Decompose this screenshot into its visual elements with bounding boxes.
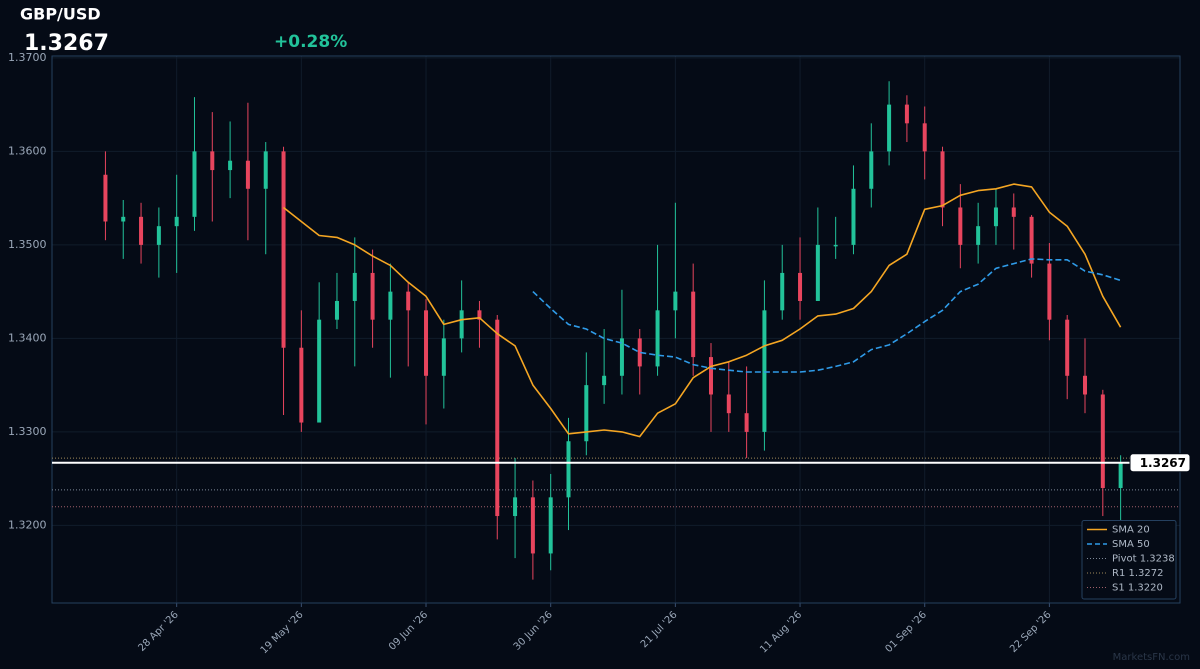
candle-body [1100, 394, 1105, 488]
candle-body [317, 319, 322, 423]
candle-body [958, 207, 963, 245]
candle-body [441, 338, 446, 376]
candle-body [922, 123, 927, 152]
candle-body [299, 347, 304, 423]
candle-body [174, 216, 179, 227]
candle-body [139, 216, 144, 245]
candle-body [1083, 375, 1088, 395]
candle-body [334, 300, 339, 320]
candle-body [388, 291, 393, 320]
legend-box [1081, 520, 1177, 600]
candle-body [192, 151, 197, 217]
candle-body [940, 151, 945, 208]
legend-label: R1 1.3272 [1112, 568, 1163, 579]
candle-body [798, 272, 803, 301]
candle-body [228, 160, 233, 171]
candle-body [762, 310, 767, 432]
candle-body [370, 272, 375, 320]
symbol-title: GBP/USD [20, 5, 101, 24]
watermark: MarketsFN.com [1113, 652, 1190, 663]
candle-body [869, 151, 874, 189]
candle-body [495, 319, 500, 517]
change: +0.28% [274, 32, 347, 52]
candle-body [744, 413, 749, 432]
candle-body [548, 497, 553, 554]
candle-body [584, 385, 589, 442]
candle-body [815, 244, 820, 301]
sma-line [532, 258, 1121, 373]
candle-body [121, 216, 126, 222]
candle-body [1065, 319, 1070, 376]
y-tick-label: 1.3700 [8, 51, 47, 64]
price-tag [1129, 453, 1191, 473]
candle-body [887, 104, 892, 152]
y-tick-label: 1.3500 [8, 238, 47, 251]
candle-body [1047, 263, 1052, 320]
plot-frame [51, 55, 1181, 604]
legend-label: SMA 50 [1112, 539, 1150, 550]
y-tick-label: 1.3400 [8, 331, 47, 344]
candle-body [673, 291, 678, 311]
last-price: 1.3267 [24, 31, 109, 56]
candle-body [263, 151, 268, 189]
candle-body [1118, 462, 1123, 488]
candle-body [424, 310, 429, 376]
sma-line [283, 183, 1122, 438]
candle-body [566, 441, 571, 498]
candle-body [156, 226, 161, 245]
candle-body [691, 291, 696, 358]
candle-body [477, 310, 482, 320]
candle-body [530, 497, 535, 554]
candle-body [103, 174, 108, 222]
y-tick-label: 1.3600 [8, 144, 47, 157]
y-tick-label: 1.3300 [8, 425, 47, 438]
candle-body [833, 244, 838, 247]
candle-body [281, 151, 286, 348]
candle-body [851, 188, 856, 245]
candle-body [904, 104, 909, 124]
price-tag-label: 1.3267 [1140, 456, 1186, 470]
candle-body [513, 497, 518, 517]
candle-body [655, 310, 660, 367]
candle-body [352, 272, 357, 301]
candle-body [1029, 216, 1034, 264]
candle-body [210, 151, 215, 171]
legend-label: SMA 20 [1112, 525, 1150, 536]
candle-body [406, 291, 411, 311]
candle-body [637, 338, 642, 367]
candle-body [976, 226, 981, 245]
candle-body [726, 394, 731, 414]
candle-body [708, 357, 713, 395]
legend-label: S1 1.3220 [1112, 583, 1163, 594]
candle-body [459, 310, 464, 339]
candle-body [602, 375, 607, 386]
y-tick-label: 1.3200 [8, 518, 47, 531]
candle-body [1011, 207, 1016, 217]
candle-body [780, 272, 785, 311]
candle-body [993, 207, 998, 227]
candle-body [619, 338, 624, 376]
legend-label: Pivot 1.3238 [1112, 554, 1175, 565]
candle-body [245, 160, 250, 189]
